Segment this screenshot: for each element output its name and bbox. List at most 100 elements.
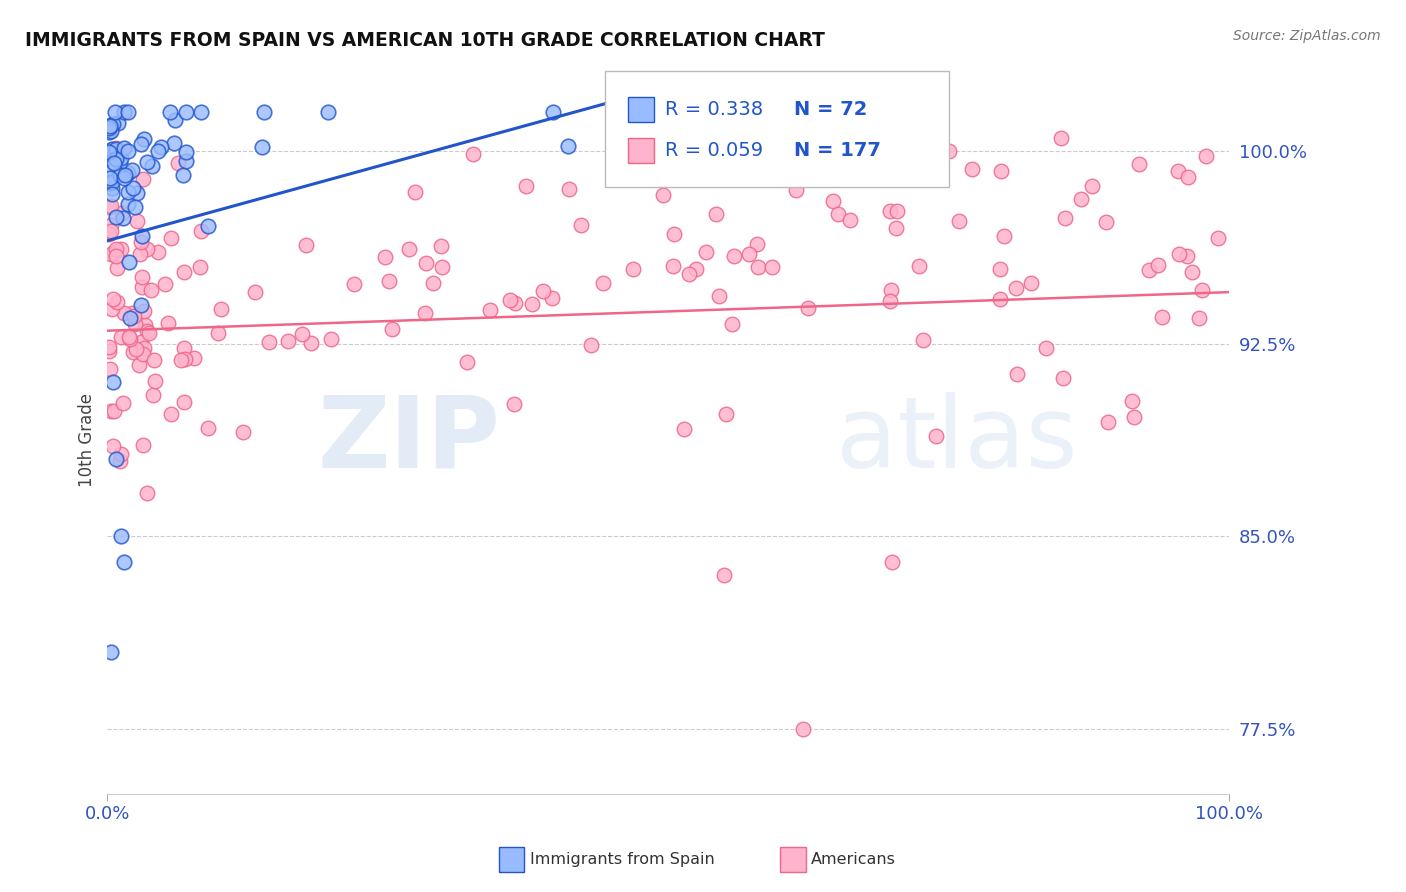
Point xyxy=(97,227,120,241)
Point xyxy=(104,142,127,156)
Point xyxy=(422,276,444,290)
Point xyxy=(1152,310,1174,325)
Point xyxy=(163,136,186,151)
Point xyxy=(103,404,125,418)
Point xyxy=(142,388,165,402)
Point xyxy=(173,265,195,279)
Point xyxy=(141,159,163,173)
Point xyxy=(107,260,129,275)
Point xyxy=(131,171,153,186)
Point xyxy=(100,144,122,158)
Point xyxy=(111,396,134,410)
Point xyxy=(415,306,437,320)
Point xyxy=(1166,163,1188,178)
Point xyxy=(100,199,122,213)
Text: Source: ZipAtlas.com: Source: ZipAtlas.com xyxy=(1233,29,1381,43)
Point xyxy=(101,117,124,131)
Point xyxy=(787,115,810,129)
Point xyxy=(121,305,143,319)
Point xyxy=(134,132,156,146)
Point xyxy=(103,439,125,453)
Point xyxy=(129,235,152,250)
Point xyxy=(1070,192,1092,206)
Point xyxy=(100,247,122,261)
Point xyxy=(134,318,156,333)
Point xyxy=(173,395,195,409)
Point xyxy=(100,119,122,133)
Point xyxy=(183,351,205,366)
Point xyxy=(1053,211,1076,226)
Point xyxy=(579,338,602,352)
Point xyxy=(1095,214,1118,228)
Point xyxy=(111,211,134,226)
Point xyxy=(174,153,197,168)
Point xyxy=(374,250,396,264)
Point xyxy=(747,260,769,274)
Point xyxy=(190,223,212,237)
Point xyxy=(259,334,281,349)
Point xyxy=(928,142,950,156)
Point xyxy=(720,318,742,332)
Point xyxy=(108,156,131,170)
Text: atlas: atlas xyxy=(837,392,1078,489)
Point xyxy=(879,204,901,219)
Point xyxy=(188,260,211,274)
Point xyxy=(124,200,146,214)
Point xyxy=(97,121,120,136)
Point xyxy=(103,292,125,306)
Point xyxy=(713,568,735,582)
Point xyxy=(142,352,165,367)
Point xyxy=(316,105,339,120)
Point xyxy=(993,228,1015,243)
Point xyxy=(98,119,121,133)
Point xyxy=(136,242,159,256)
Point xyxy=(948,214,970,228)
Point xyxy=(97,344,120,359)
Point xyxy=(960,161,983,176)
Point xyxy=(785,183,807,197)
Point xyxy=(1167,247,1189,261)
Point xyxy=(1195,149,1218,163)
Text: N = 72: N = 72 xyxy=(794,100,868,120)
Point xyxy=(100,404,122,418)
Point xyxy=(101,142,124,156)
Point xyxy=(672,422,695,436)
Point xyxy=(97,125,120,139)
Point xyxy=(157,316,180,330)
Point xyxy=(685,262,707,277)
Point xyxy=(503,397,526,411)
Point xyxy=(908,259,931,273)
Point xyxy=(404,185,426,199)
Point xyxy=(110,242,132,256)
Point xyxy=(558,182,581,196)
Point xyxy=(415,256,437,270)
Point xyxy=(98,171,121,186)
Point xyxy=(1181,264,1204,278)
Point xyxy=(617,105,640,120)
Point xyxy=(170,352,193,367)
Point xyxy=(174,145,197,160)
Text: R = 0.338: R = 0.338 xyxy=(665,100,763,120)
Point xyxy=(104,210,127,224)
Point xyxy=(1097,416,1119,430)
Point xyxy=(110,529,132,543)
Point xyxy=(745,236,768,251)
Point xyxy=(761,260,783,275)
Point xyxy=(661,259,683,273)
Point xyxy=(112,141,135,155)
Point xyxy=(190,105,212,120)
Point xyxy=(103,155,125,169)
Point xyxy=(104,105,127,120)
Y-axis label: 10th Grade: 10th Grade xyxy=(79,393,96,487)
Point xyxy=(291,326,314,341)
Point xyxy=(163,112,186,127)
Point xyxy=(97,200,120,214)
Point xyxy=(662,227,685,241)
Point xyxy=(813,167,835,181)
Point xyxy=(515,178,537,193)
Point xyxy=(100,645,122,659)
Point xyxy=(886,204,908,219)
Text: R = 0.059: R = 0.059 xyxy=(665,141,763,161)
Point xyxy=(707,289,730,303)
Point xyxy=(105,452,128,467)
